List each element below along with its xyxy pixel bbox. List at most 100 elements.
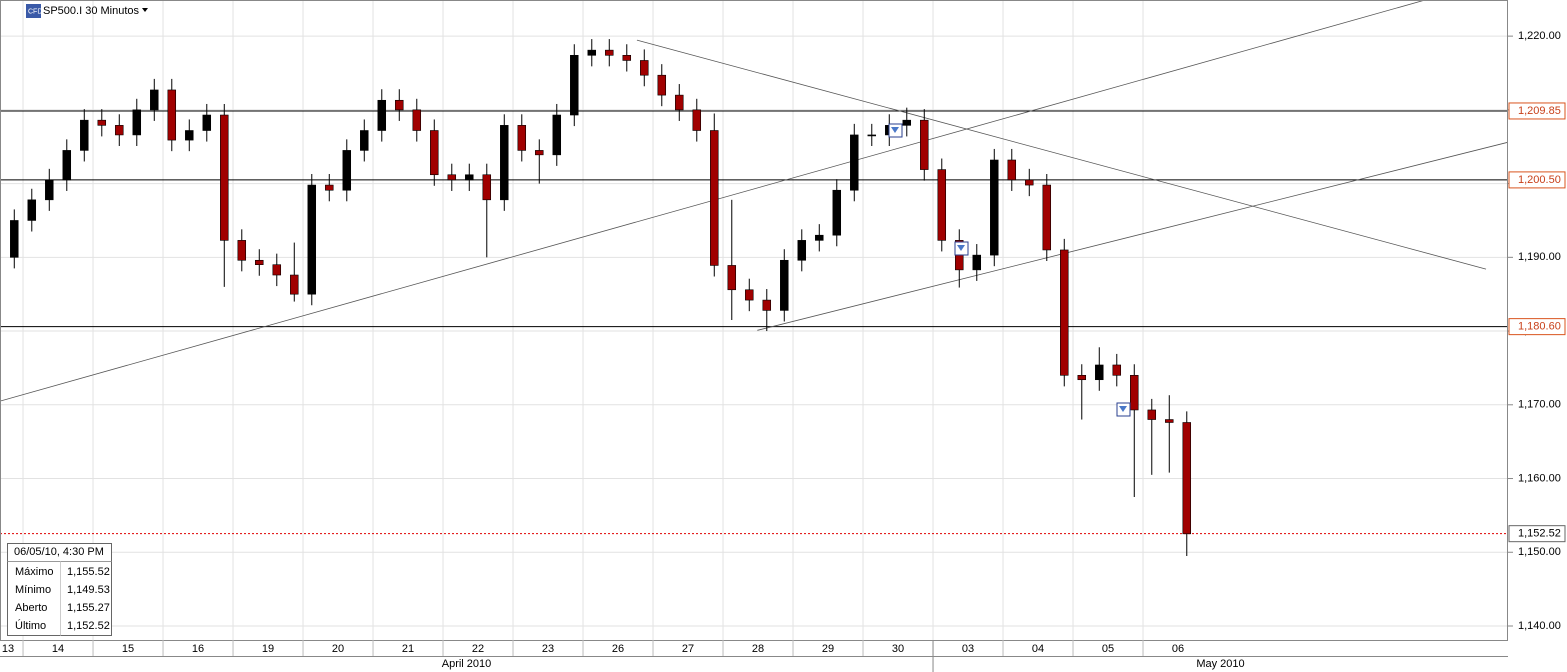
- candle-body: [517, 125, 527, 151]
- candle-body: [657, 74, 667, 96]
- last-price-box: [1508, 525, 1566, 543]
- candle-body: [1007, 159, 1017, 181]
- candle-body: [1130, 374, 1139, 411]
- candle-body: [45, 179, 54, 201]
- chart-title[interactable]: SP500.I 30 Minutos: [43, 5, 140, 17]
- x-tick-label: 20: [332, 643, 344, 655]
- price-label: 1,180.60: [1518, 321, 1561, 333]
- candle-body: [692, 109, 702, 131]
- candle-body: [10, 220, 19, 258]
- candle-body: [1182, 422, 1192, 535]
- candle-body: [745, 289, 754, 301]
- info-label: Aberto: [15, 602, 47, 614]
- trendline: [757, 141, 1508, 331]
- candle-body: [780, 259, 789, 311]
- info-header: 06/05/10, 4:30 PM: [14, 546, 104, 558]
- trendline: [636, 39, 1487, 270]
- cfd-icon: [26, 4, 41, 18]
- info-label: Último: [15, 619, 46, 632]
- candle-body: [202, 114, 212, 131]
- candle-body: [342, 150, 352, 191]
- candle-body: [832, 189, 842, 236]
- y-tick-label: 1,170.00: [1518, 399, 1561, 411]
- y-tick-label: 1,190.00: [1518, 251, 1561, 263]
- candle-body: [605, 49, 614, 56]
- price-label: 1,209.85: [1518, 105, 1561, 117]
- candle-body: [377, 99, 387, 131]
- candle-body: [412, 109, 422, 131]
- y-tick-label: 1,160.00: [1518, 472, 1561, 484]
- info-box: 06/05/10, 4:30 PM Máximo 1,155.52 Mínimo 1,…: [7, 543, 112, 636]
- x-tick-label: 06: [1172, 643, 1184, 655]
- candle-body: [290, 274, 299, 295]
- candle-body: [622, 54, 632, 61]
- x-tick-label: 30: [892, 643, 904, 655]
- x-tick-label: 21: [402, 643, 414, 655]
- info-value: 1,149.53: [67, 584, 110, 596]
- candle-body: [465, 174, 474, 181]
- candle-body: [97, 119, 107, 126]
- x-tick-label: 22: [472, 643, 484, 655]
- candle-body: [132, 109, 142, 136]
- info-label: Mínimo: [15, 584, 51, 596]
- title-dropdown[interactable]: [142, 8, 148, 12]
- x-tick-label: 26: [612, 643, 624, 655]
- candle-body: [797, 240, 807, 261]
- candle-body: [1112, 364, 1122, 376]
- x-tick-label: 05: [1102, 643, 1114, 655]
- candle-body: [1147, 409, 1157, 420]
- candle-body: [640, 60, 649, 76]
- candle-body: [937, 169, 947, 241]
- candle-body: [587, 49, 597, 56]
- candle-body: [150, 89, 159, 111]
- alert-marker[interactable]: [1116, 402, 1131, 417]
- cfd-icon-text: CFD: [28, 8, 42, 15]
- x-tick-label: 19: [262, 643, 274, 655]
- candle-body: [272, 264, 282, 276]
- candle-body: [220, 114, 229, 241]
- x-tick-label: 27: [682, 643, 694, 655]
- x-tick-label: 16: [192, 643, 204, 655]
- alert-marker[interactable]: [888, 123, 903, 138]
- x-tick-label: 15: [122, 643, 134, 655]
- last-price-label: 1,152.52: [1518, 528, 1561, 540]
- y-tick-label: 1,140.00: [1518, 620, 1561, 632]
- y-tick-label: 1,150.00: [1518, 546, 1561, 558]
- month-label: May 2010: [1196, 658, 1244, 670]
- x-tick-label: 04: [1032, 643, 1044, 655]
- candle-body: [167, 89, 177, 141]
- candle-body: [675, 94, 684, 111]
- y-tick-label: 1,220.00: [1518, 30, 1561, 42]
- x-tick-label: 23: [542, 643, 554, 655]
- candle-body: [710, 130, 719, 266]
- x-tick-label: 13: [2, 643, 14, 655]
- alert-marker[interactable]: [954, 241, 969, 256]
- candle-body: [762, 299, 772, 311]
- candle-body: [430, 130, 439, 176]
- candle-body: [115, 125, 124, 136]
- candle-body: [1042, 184, 1052, 251]
- candle-body: [237, 240, 247, 261]
- candle-body: [1060, 249, 1069, 376]
- x-tick-label: 03: [962, 643, 974, 655]
- price-label-box: [1508, 318, 1566, 336]
- candle-body: [1077, 374, 1087, 381]
- candle-body: [972, 254, 982, 271]
- info-label: Máximo: [15, 566, 54, 578]
- candle-body: [447, 174, 457, 181]
- candle-body: [395, 99, 404, 111]
- candle-body: [27, 199, 37, 221]
- info-value: 1,155.52: [67, 566, 110, 578]
- candle-body: [360, 130, 369, 151]
- candle-body: [1095, 364, 1104, 381]
- candle-body: [185, 130, 194, 141]
- candle-body: [902, 119, 912, 126]
- candle-body: [570, 54, 579, 116]
- candle-body: [1025, 179, 1034, 186]
- x-tick-label: 28: [752, 643, 764, 655]
- price-label: 1,200.50: [1518, 174, 1561, 186]
- x-tick-label: 14: [52, 643, 64, 655]
